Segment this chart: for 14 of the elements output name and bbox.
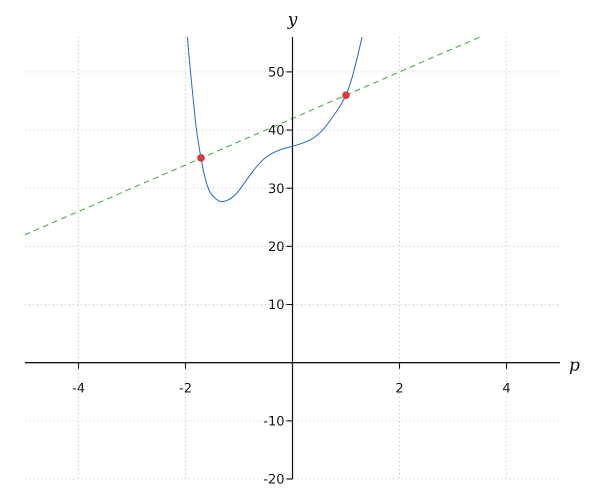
x-tick-label: 4 — [502, 382, 511, 397]
x-tick-label: -4 — [72, 382, 85, 397]
y-tick-label: 10 — [268, 298, 284, 314]
x-tick-label: -2 — [179, 382, 192, 397]
y-tick-label: 40 — [268, 124, 284, 139]
y-axis-title: y — [286, 10, 298, 30]
y-tick-label: -10 — [263, 414, 284, 430]
x-axis-title: p — [569, 356, 580, 376]
y-tick-label: 20 — [268, 240, 284, 255]
line-series — [186, 37, 363, 202]
x-tick-label: 2 — [395, 382, 404, 397]
y-tick-label: -20 — [263, 472, 284, 488]
y-tick-label: 30 — [268, 182, 284, 197]
y-tick-label: 50 — [268, 65, 284, 80]
